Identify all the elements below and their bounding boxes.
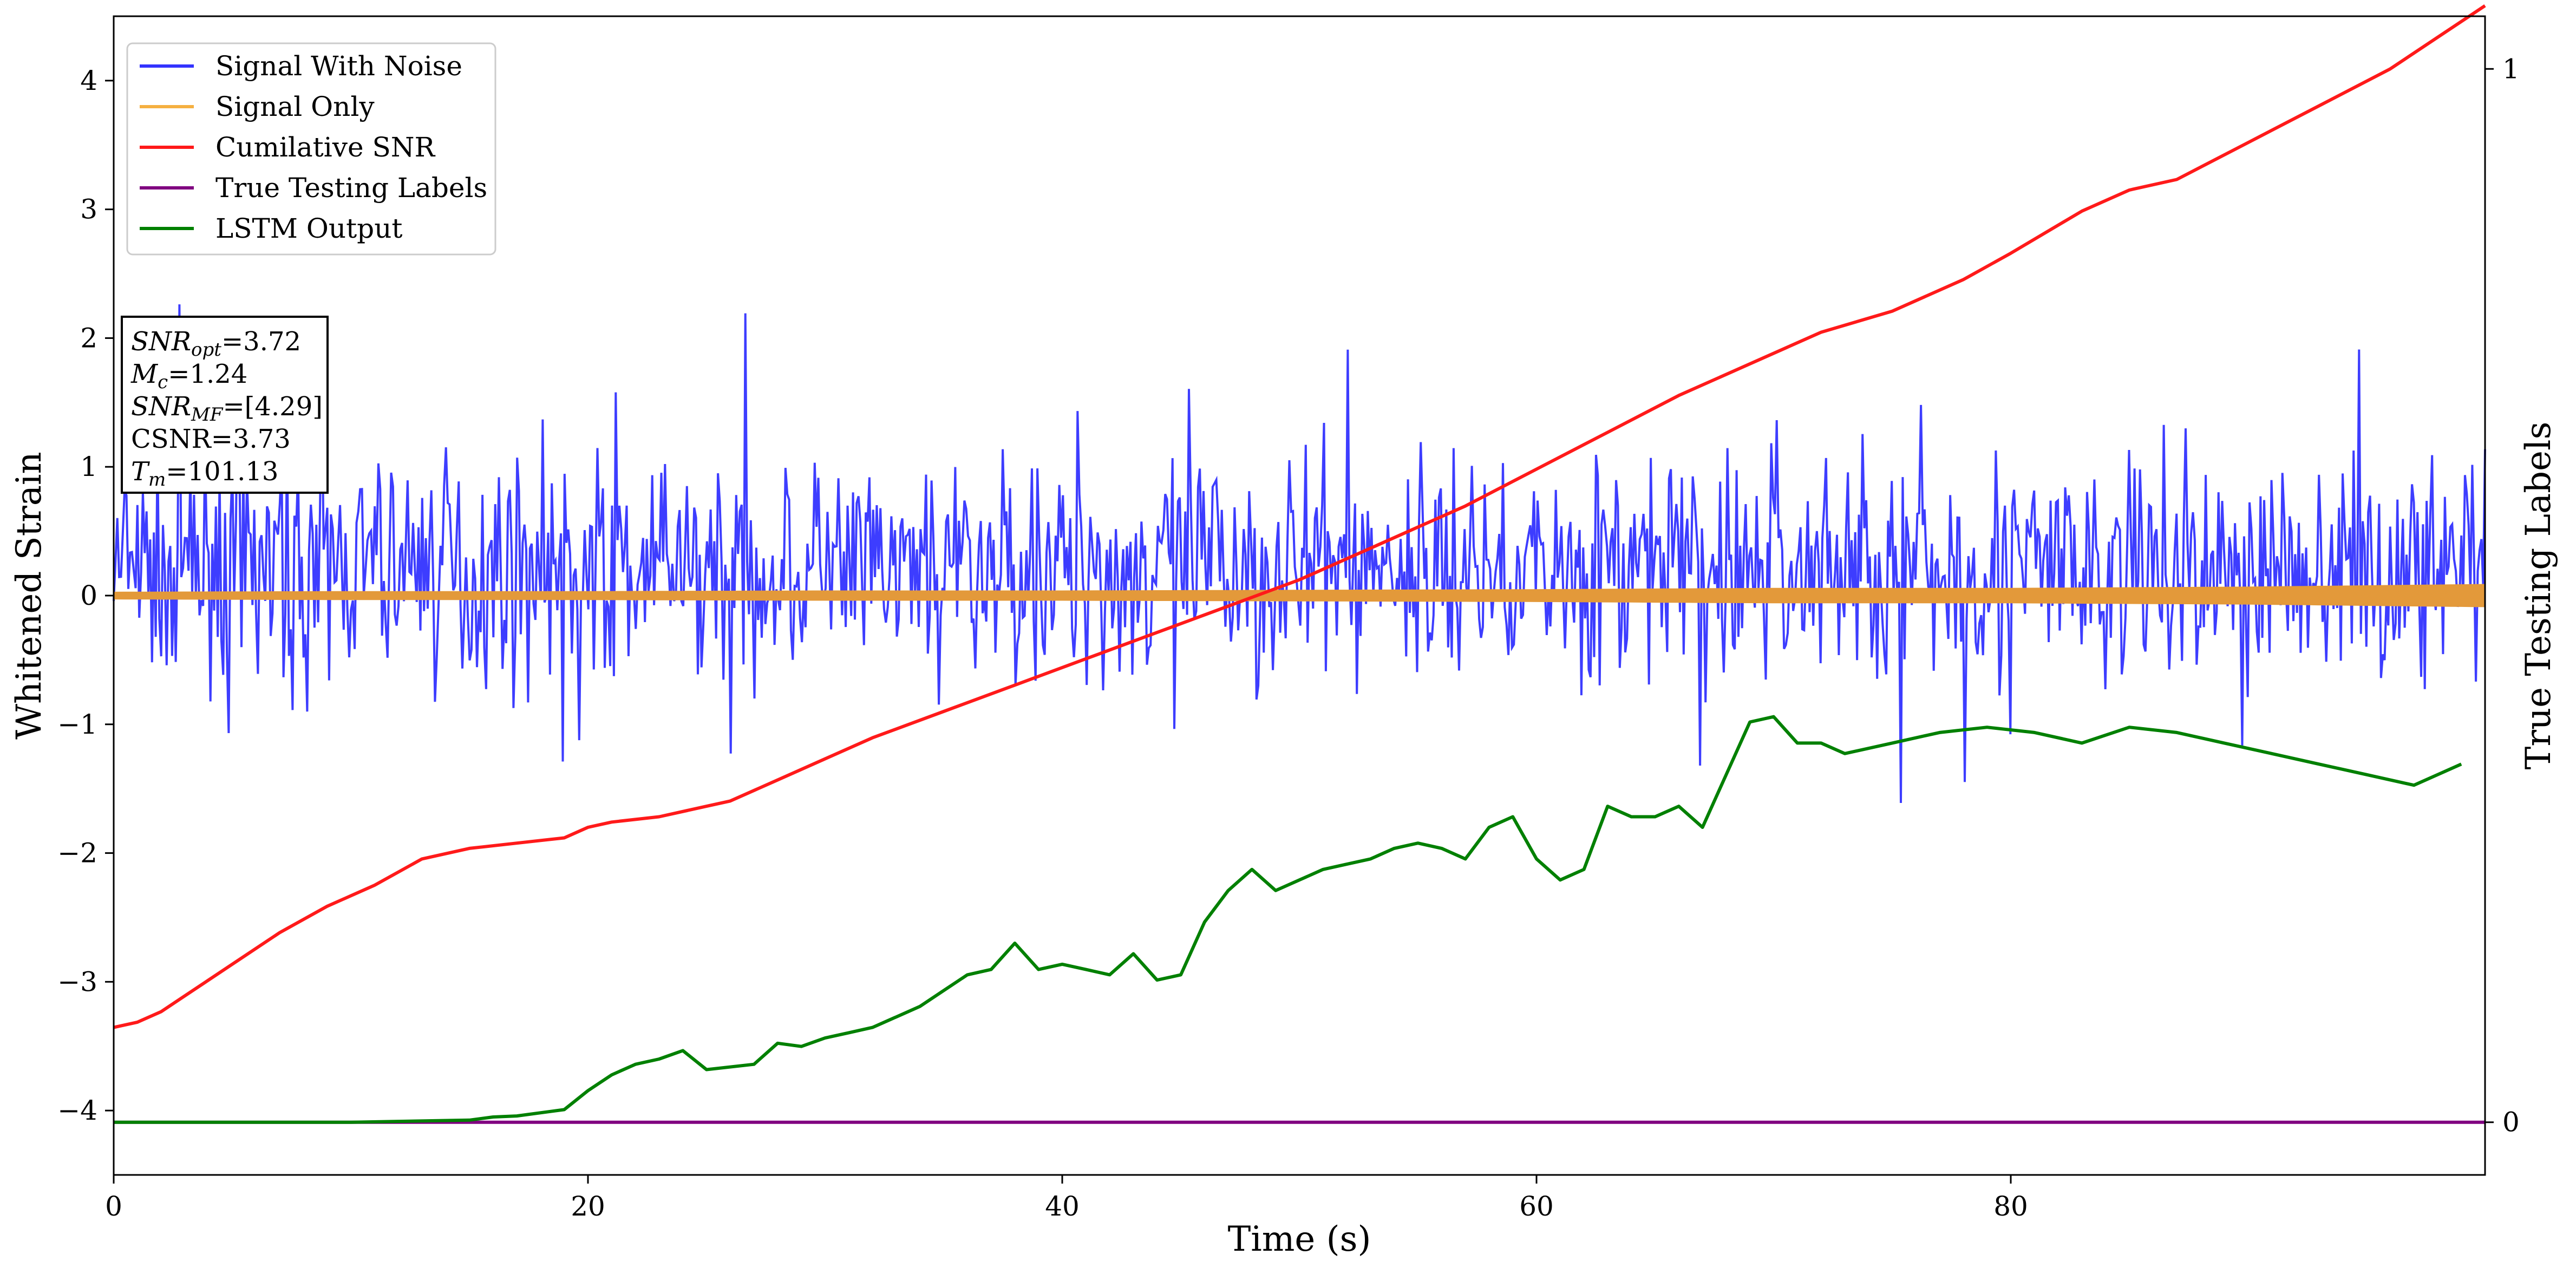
cumulative-snr-layer (113, 4, 2486, 1029)
y-axis-label: Whitened Strain (9, 452, 49, 739)
stats-line: SNRopt=3.72 (131, 326, 301, 361)
y-tick-label: −4 (57, 1095, 97, 1126)
x-axis-label: Time (s) (1228, 1219, 1371, 1259)
y-tick-label: 3 (80, 194, 97, 225)
y-tick-label: −3 (57, 966, 97, 997)
legend-label: Signal With Noise (215, 50, 462, 82)
y-tick-label: 2 (80, 322, 97, 354)
legend: Signal With Noise Signal Only Cumilative S… (126, 42, 496, 256)
y-axis-ticks: 4 3 2 1 0 −1 −2 −3 −4 (57, 65, 114, 1126)
y-tick-label: −1 (57, 709, 97, 740)
x-tick-label: 60 (1519, 1191, 1554, 1222)
legend-box (126, 42, 496, 256)
cumulative-snr-line (113, 4, 2486, 1029)
x-tick-label: 20 (571, 1191, 605, 1222)
y-tick-label: −2 (57, 838, 97, 869)
stats-line: Tm=101.13 (131, 456, 278, 491)
stats-box (121, 316, 329, 494)
x-tick-label: 0 (105, 1191, 122, 1222)
lstm-output-line (114, 715, 2462, 1124)
legend-label: True Testing Labels (215, 172, 487, 204)
signal-with-noise-layer (113, 304, 2486, 803)
legend-label: Cumilative SNR (215, 132, 435, 163)
signal-only-layer (114, 584, 2485, 607)
lstm-output-layer (114, 715, 2462, 1124)
stats-line: Mc=1.24 (130, 359, 247, 393)
y-tick-label: 1 (80, 451, 97, 482)
stats-line: SNRMF=[4.29] (131, 391, 323, 426)
legend-label: Signal Only (215, 91, 375, 122)
stats-line: CSNR=3.73 (131, 424, 291, 454)
y2-tick-label: 0 (2502, 1107, 2520, 1138)
y-tick-label: 4 (80, 65, 97, 96)
y-tick-label: 0 (80, 580, 97, 611)
y2-axis-label: True Testing Labels (2519, 422, 2559, 770)
legend-label: LSTM Output (215, 213, 402, 244)
x-tick-label: 40 (1045, 1191, 1080, 1222)
x-tick-label: 80 (1993, 1191, 2028, 1222)
y2-axis-ticks: 10 (2485, 53, 2520, 1138)
y2-tick-label: 1 (2502, 53, 2520, 84)
stats-annotation: SNRopt=3.72Mc=1.24SNRMF=[4.29]CSNR=3.73T… (121, 316, 329, 494)
signal-only-band (114, 584, 2485, 607)
signal-with-noise-line (113, 304, 2486, 803)
x-axis-ticks: 0 20 40 60 80 (105, 1175, 2028, 1222)
